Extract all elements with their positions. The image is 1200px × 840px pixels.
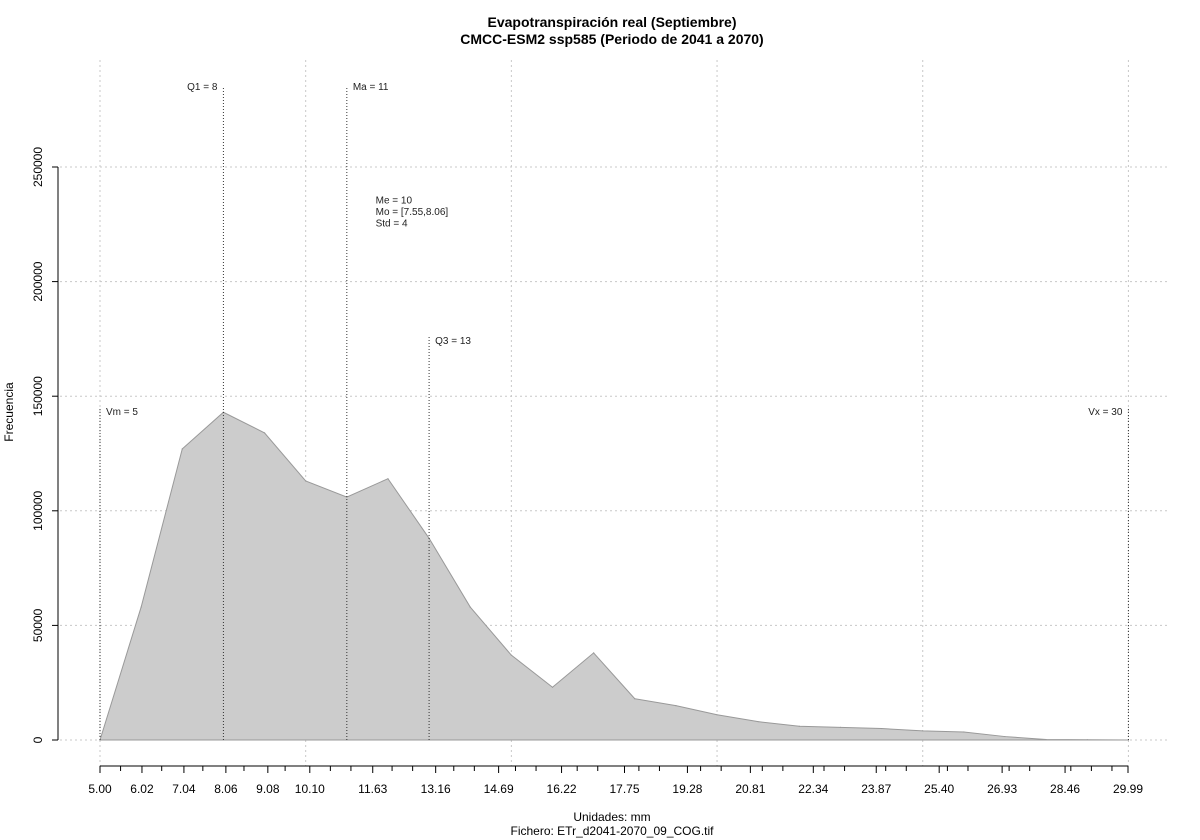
data-point-10 <box>510 654 512 656</box>
x-tick-label-2: 7.04 <box>172 782 196 796</box>
data-point-14 <box>675 705 677 707</box>
marker-label-3: Q3 = 13 <box>435 336 471 347</box>
x-tick-label-13: 22.34 <box>798 782 828 796</box>
x-tick-label-4: 9.08 <box>256 782 280 796</box>
area-series <box>99 411 1130 741</box>
y-tick-label-0: 0 <box>31 736 45 743</box>
marker-label-1: Q1 = 8 <box>187 82 218 93</box>
stat-std: Std = 4 <box>376 219 408 230</box>
x-tick-label-10: 17.75 <box>609 782 639 796</box>
axes: 0 50000 100000 150000 200000 250000 5.00 6.02 7.… <box>31 147 1143 796</box>
data-point-17 <box>798 725 800 727</box>
data-point-16 <box>757 721 759 723</box>
x-tick-label-5: 10.10 <box>295 782 325 796</box>
x-tick-label-0: 5.00 <box>88 782 112 796</box>
data-point-11 <box>551 686 554 688</box>
x-tick-label-1: 6.02 <box>130 782 154 796</box>
chart-title: Evapotranspiración real (Septiembre) <box>488 14 737 30</box>
x-tick-label-11: 19.28 <box>672 782 702 796</box>
stat-markers: Vm = 5 Q1 = 8 Ma = 11 Q3 = 13 Vx = 30 <box>99 82 1129 740</box>
marker-label-2: Ma = 11 <box>353 82 389 93</box>
x-tick-label-6: 11.63 <box>358 782 387 796</box>
data-point-2 <box>181 448 183 450</box>
data-point-15 <box>716 714 718 716</box>
x-tick-label-7: 13.16 <box>421 782 451 796</box>
file-caption: Fichero: ETr_d2041-2070_09_COG.tif <box>511 824 715 838</box>
frequency-area <box>99 411 1129 741</box>
stats-annotation: Me = 10 Mo = [7.55,8.06] Std = 4 <box>376 196 449 230</box>
data-point-7 <box>387 478 389 480</box>
y-tick-label-4: 200000 <box>31 261 45 301</box>
data-point-20 <box>922 730 924 732</box>
x-tick-label-16: 26.93 <box>987 782 1017 796</box>
stat-mode: Mo = [7.55,8.06] <box>376 207 449 218</box>
data-point-24 <box>1086 739 1088 741</box>
y-tick-label-3: 150000 <box>31 376 45 416</box>
data-point-5 <box>305 480 307 482</box>
y-tick-label-1: 50000 <box>31 608 45 642</box>
x-tick-label-3: 8.06 <box>214 782 238 796</box>
x-tick-label-17: 28.46 <box>1050 782 1080 796</box>
data-point-23 <box>1045 738 1047 741</box>
data-point-1 <box>140 606 142 608</box>
data-point-4 <box>263 432 266 434</box>
y-axis-label: Frecuencia <box>2 382 16 442</box>
y-tick-label-2: 100000 <box>31 490 45 530</box>
x-tick-label-15: 25.40 <box>924 782 954 796</box>
data-point-22 <box>1004 735 1006 738</box>
chart-subtitle: CMCC-ESM2 ssp585 (Periodo de 2041 a 2070… <box>460 31 763 47</box>
x-tick-label-9: 16.22 <box>547 782 577 796</box>
marker-label-4: Vx = 30 <box>1088 407 1123 418</box>
data-point-21 <box>963 731 965 733</box>
marker-label-0: Vm = 5 <box>106 407 138 418</box>
data-point-13 <box>634 698 636 700</box>
data-point-12 <box>593 652 595 654</box>
x-tick-label-12: 20.81 <box>735 782 765 796</box>
data-point-19 <box>880 727 883 730</box>
x-tick-label-18: 29.99 <box>1113 782 1143 796</box>
x-tick-label-8: 14.69 <box>484 782 514 796</box>
data-point-18 <box>839 726 842 728</box>
x-tick-label-14: 23.87 <box>861 782 891 796</box>
stat-median: Me = 10 <box>376 196 413 207</box>
y-tick-label-5: 250000 <box>31 147 45 187</box>
x-axis-label: Unidades: mm <box>573 810 650 824</box>
data-point-9 <box>469 606 471 608</box>
